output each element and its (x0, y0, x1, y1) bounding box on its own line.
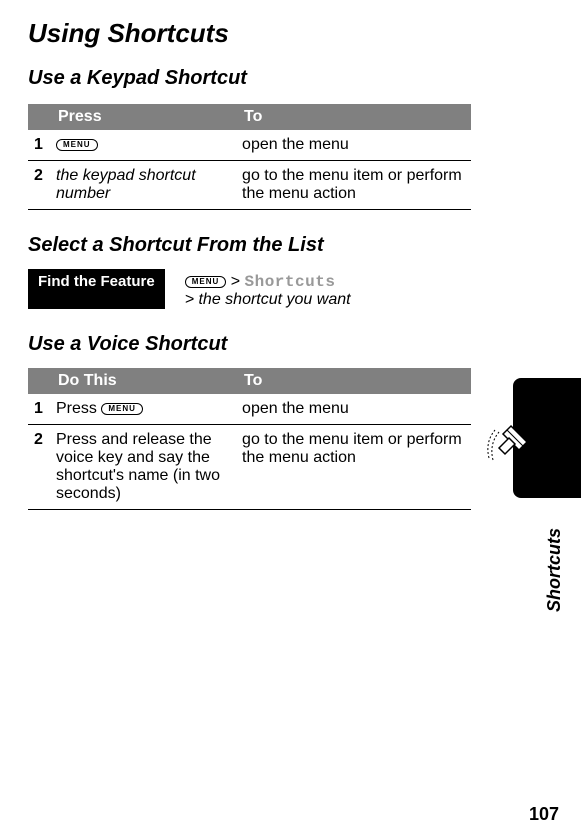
col-dothis: Do This (50, 368, 236, 394)
path-line2: > the shortcut you want (185, 291, 351, 309)
page-number: 107 (529, 804, 559, 825)
table-row: 2 Press and release the voice key and sa… (28, 425, 471, 510)
menu-icon: MENU (101, 403, 143, 415)
row-result: go to the menu item or perform the menu … (236, 425, 471, 510)
col-press: Press (50, 104, 236, 130)
find-feature-label: Find the Feature (28, 269, 165, 309)
table-voice: Do This To 1 Press MENU open the menu 2 … (28, 368, 471, 510)
row-result: open the menu (236, 130, 471, 161)
row-num: 2 (28, 161, 50, 210)
row-result: open the menu (236, 394, 471, 425)
col-to: To (236, 368, 471, 394)
find-feature-path: MENU > Shortcuts > the shortcut you want (165, 269, 351, 309)
table-keypad: Press To 1 MENU open the menu 2 the keyp… (28, 104, 471, 210)
row-num: 2 (28, 425, 50, 510)
heading-select-from-list: Select a Shortcut From the List (28, 234, 471, 257)
row-action: the keypad shortcut number (50, 161, 236, 210)
page-title: Using Shortcuts (28, 18, 471, 49)
path-shortcuts: Shortcuts (245, 273, 336, 291)
menu-icon: MENU (56, 139, 98, 151)
table-row: 1 Press MENU open the menu (28, 394, 471, 425)
press-label: Press (56, 400, 101, 417)
row-action: MENU (50, 130, 236, 161)
path-sep: > (231, 273, 245, 290)
col-to: To (236, 104, 471, 130)
menu-icon: MENU (185, 276, 227, 288)
side-label-shortcuts: Shortcuts (544, 528, 565, 612)
row-action: Press and release the voice key and say … (50, 425, 236, 510)
row-result: go to the menu item or perform the menu … (236, 161, 471, 210)
find-feature-bar: Find the Feature MENU > Shortcuts > the … (28, 269, 471, 309)
table-row: 1 MENU open the menu (28, 130, 471, 161)
table-row: 2 the keypad shortcut number go to the m… (28, 161, 471, 210)
row-num: 1 (28, 130, 50, 161)
row-num: 1 (28, 394, 50, 425)
heading-keypad-shortcut: Use a Keypad Shortcut (28, 67, 471, 90)
heading-voice-shortcut: Use a Voice Shortcut (28, 333, 471, 356)
satellite-icon (481, 418, 529, 466)
row-action: Press MENU (50, 394, 236, 425)
